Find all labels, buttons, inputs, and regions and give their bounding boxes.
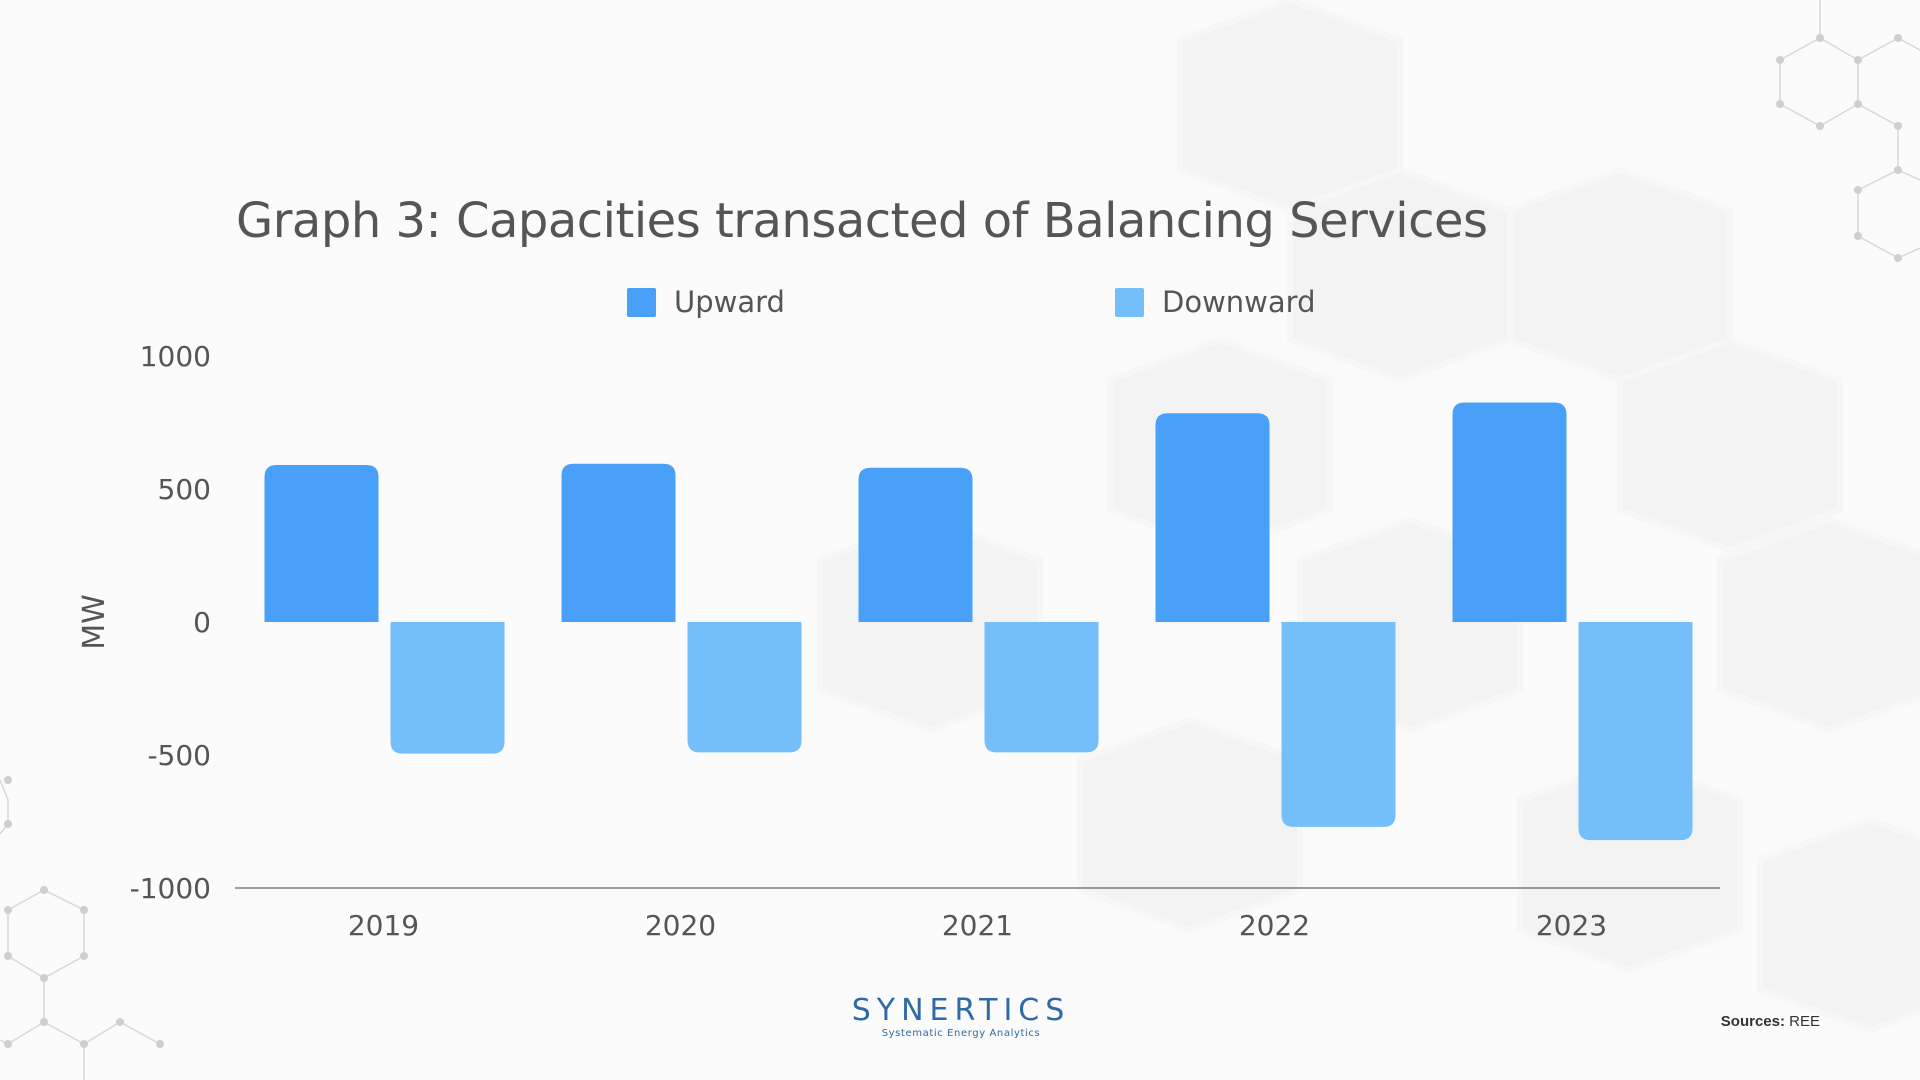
- x-tick-label: 2022: [1239, 909, 1310, 942]
- logo-name: SYNERTICS: [851, 993, 1071, 1028]
- bar-downward-2023: [1578, 622, 1693, 841]
- x-tick-label: 2023: [1536, 909, 1607, 942]
- sources-note: Sources: REE: [1721, 1013, 1820, 1030]
- legend-swatch-upward: [627, 287, 656, 317]
- y-tick-label: 500: [158, 473, 211, 506]
- chart-title: Graph 3: Capacities transacted of Balanc…: [236, 193, 1488, 249]
- logo-tagline: Systematic Energy Analytics: [881, 1028, 1041, 1039]
- x-tick-label: 2019: [348, 909, 419, 942]
- sources-value: REE: [1789, 1013, 1820, 1030]
- bar-upward-2023: [1452, 402, 1567, 622]
- bar-upward-2020: [561, 463, 676, 622]
- legend-label-upward: Upward: [674, 285, 785, 319]
- bar-upward-2022: [1155, 413, 1270, 622]
- y-axis-label: MW: [77, 594, 112, 650]
- bar-downward-2019: [390, 622, 505, 754]
- bar-downward-2022: [1281, 622, 1396, 827]
- x-tick-label: 2020: [645, 909, 716, 942]
- synertics-logo: SYNERTICS Systematic Energy Analytics: [850, 993, 1072, 1040]
- bar-downward-2021: [984, 622, 1099, 753]
- legend-item-downward: Downward: [1115, 284, 1315, 320]
- legend-swatch-downward: [1115, 287, 1144, 317]
- bar-upward-2019: [264, 465, 379, 622]
- sources-label: Sources:: [1720, 1013, 1785, 1030]
- bar-downward-2020: [687, 622, 802, 753]
- legend-label-downward: Downward: [1162, 285, 1316, 319]
- y-tick-label: -1000: [130, 872, 211, 905]
- y-tick-label: 0: [193, 606, 211, 639]
- y-tick-label: -500: [147, 739, 211, 772]
- y-tick-label: 1000: [140, 340, 211, 373]
- x-tick-label: 2021: [942, 909, 1013, 942]
- legend-item-upward: Upward: [627, 284, 785, 320]
- bar-upward-2021: [858, 467, 973, 622]
